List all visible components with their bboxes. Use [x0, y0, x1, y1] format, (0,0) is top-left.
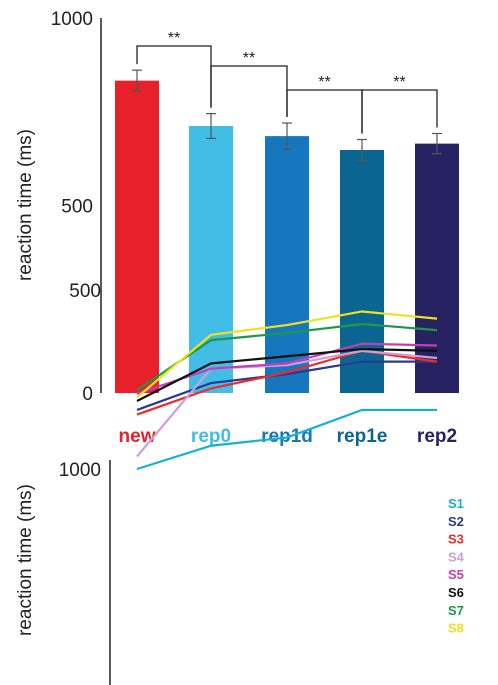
y-tick-label: 500 — [61, 197, 93, 218]
significance-label: ** — [393, 74, 405, 91]
category-label: rep0 — [191, 426, 231, 447]
bar-rep1d — [265, 136, 309, 393]
legend-label-s3: S3 — [448, 532, 464, 547]
significance-bracket — [361, 89, 438, 134]
y-axis-label: reaction time (ms) — [15, 129, 36, 281]
bar-new — [115, 80, 159, 393]
series-line-s2 — [136, 360, 437, 411]
legend-label-s1: S1 — [448, 496, 464, 511]
legend-label-s2: S2 — [448, 514, 464, 529]
series-line-s6 — [136, 347, 438, 402]
category-label: rep2 — [417, 426, 457, 447]
bar-rep1e — [340, 150, 384, 393]
y-tick-label: 1000 — [51, 9, 93, 30]
y-tick-label: 0 — [82, 384, 93, 405]
legend-label-s7: S7 — [448, 603, 464, 618]
series-line-s8 — [136, 310, 438, 399]
legend-label-s8: S8 — [448, 621, 464, 636]
bar-rep0 — [189, 126, 233, 393]
significance-label: ** — [243, 50, 255, 67]
significance-bracket — [286, 89, 363, 134]
significance-label: ** — [168, 30, 180, 47]
y-tick-label: 500 — [69, 281, 101, 302]
legend-label-s6: S6 — [448, 585, 464, 600]
y-tick-label: 1000 — [59, 460, 101, 481]
series-line-s4 — [136, 349, 438, 458]
y-axis-label: reaction time (ms) — [15, 484, 36, 636]
series-line-s1 — [136, 408, 437, 471]
legend-label-s5: S5 — [448, 567, 464, 582]
legend-label-s4: S4 — [448, 549, 465, 564]
line-chart: 500 1000 reaction time (ms) S1 S2 S3 S4 S5 S6 S7 S… — [15, 281, 465, 685]
category-label: new — [119, 426, 156, 447]
category-label: rep1e — [337, 426, 388, 447]
significance-bracket — [210, 65, 288, 117]
significance-label: ** — [318, 74, 330, 91]
